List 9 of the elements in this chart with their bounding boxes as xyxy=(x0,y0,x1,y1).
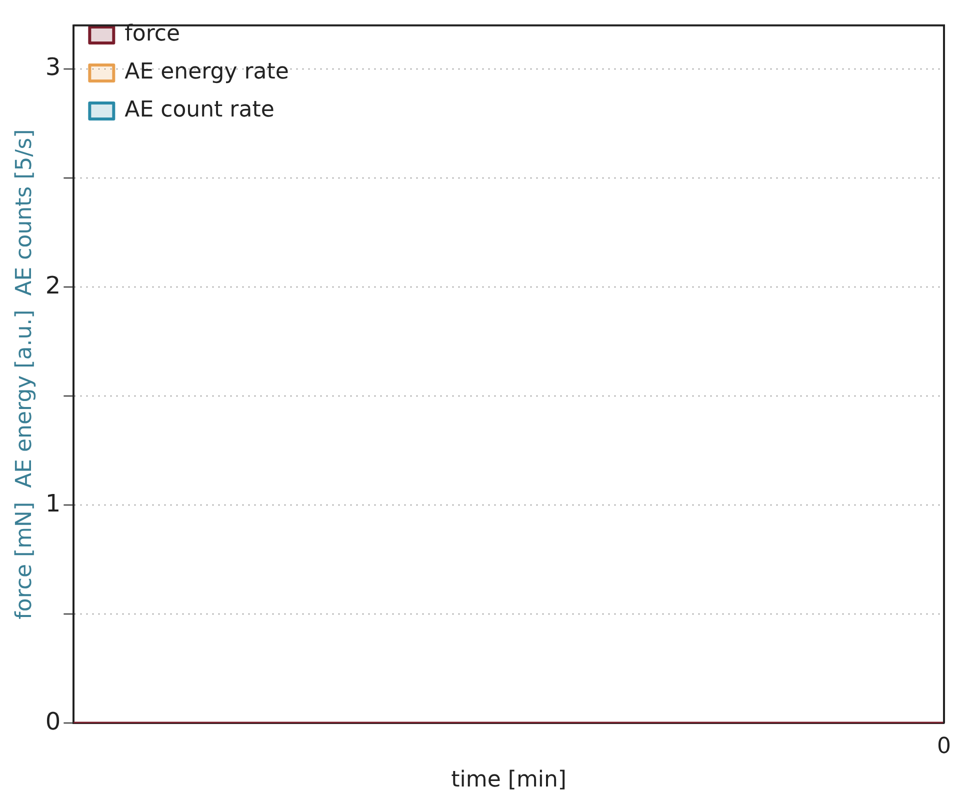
y-tick-label: 3 xyxy=(45,53,61,82)
legend-label: AE count rate xyxy=(124,98,274,123)
y-axis-title: force [mN] AE energy [a.u.] AE counts [5/s] xyxy=(12,129,37,620)
legend-label: AE energy rate xyxy=(124,60,289,85)
x-axis-title: time [min] xyxy=(451,768,567,793)
legend-label: force xyxy=(124,22,180,47)
y-tick-label: 0 xyxy=(45,707,61,736)
y-tick-label: 2 xyxy=(45,271,61,300)
y-tick-label: 1 xyxy=(45,489,61,518)
